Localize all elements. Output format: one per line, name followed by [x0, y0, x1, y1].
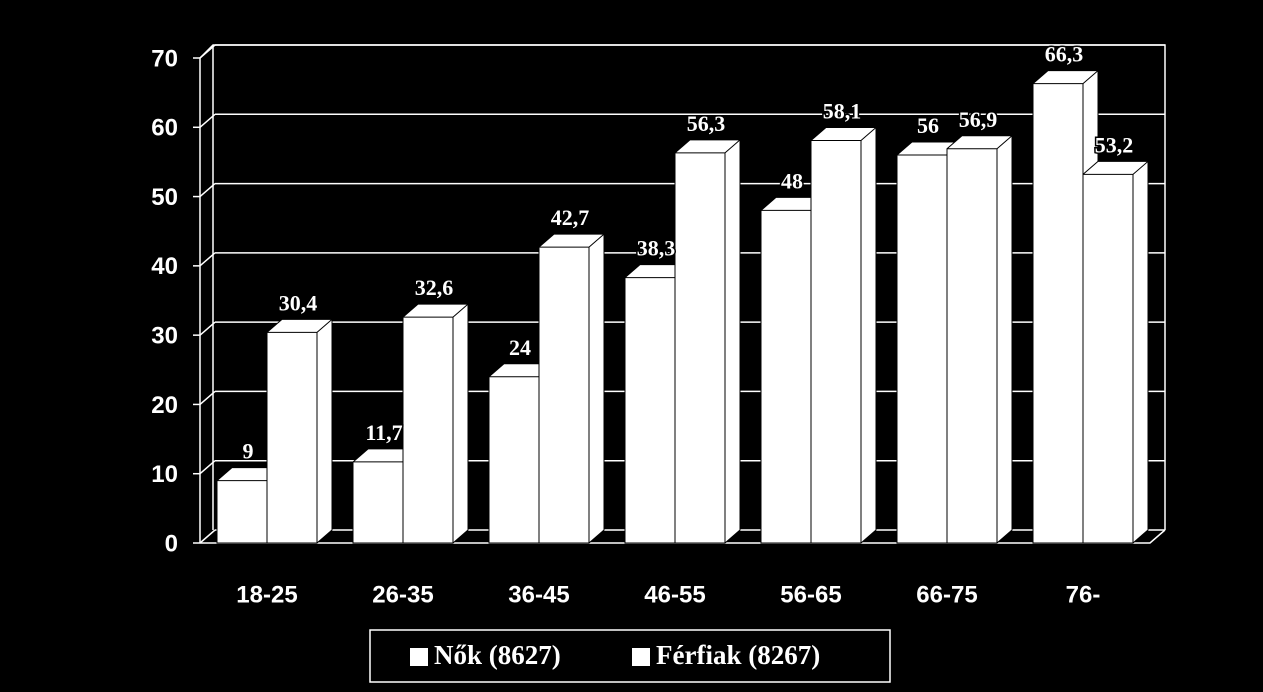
legend-swatch [410, 648, 428, 666]
x-tick-label: 56-65 [780, 581, 841, 608]
grid-line [199, 460, 216, 475]
data-label: 56,3 [687, 111, 726, 136]
data-label: 66,3 [1045, 42, 1084, 67]
grid-line [199, 44, 216, 59]
bar [1032, 70, 1099, 544]
y-tick-label: 0 [165, 530, 178, 557]
y-tick-label: 30 [151, 322, 178, 349]
y-tick-label: 40 [151, 253, 178, 280]
data-label: 11,7 [365, 420, 402, 445]
bar [810, 126, 877, 544]
bar [674, 139, 741, 544]
y-tick-label: 20 [151, 392, 178, 419]
x-tick-label: 46-55 [644, 581, 705, 608]
legend-label: Férfiak (8267) [656, 640, 820, 670]
bar [946, 135, 1013, 544]
legend-swatch [632, 648, 650, 666]
bar [538, 233, 605, 544]
y-tick-label: 70 [151, 45, 178, 72]
data-label: 32,6 [415, 275, 454, 300]
grid-line [199, 390, 216, 405]
x-tick-label: 76- [1066, 581, 1101, 608]
data-label: 38,3 [637, 236, 676, 261]
legend-box [369, 629, 891, 683]
data-label: 56 [917, 113, 939, 138]
grid-line [199, 321, 216, 336]
legend-label: Nők (8627) [434, 640, 561, 670]
grid-line [199, 252, 216, 267]
y-tick-label: 50 [151, 184, 178, 211]
data-label: 56,9 [959, 107, 998, 132]
x-tick-label: 66-75 [916, 581, 977, 608]
data-label: 42,7 [551, 205, 590, 230]
bar [402, 303, 469, 544]
x-tick-label: 36-45 [508, 581, 569, 608]
x-tick-label: 18-25 [236, 581, 297, 608]
y-tick-label: 60 [151, 115, 178, 142]
data-label: 53,2 [1095, 132, 1134, 157]
grid-line [199, 183, 216, 198]
data-label: 58,1 [823, 98, 862, 123]
x-tick-label: 26-35 [372, 581, 433, 608]
grid-line [199, 529, 216, 544]
data-label: 9 [243, 439, 254, 464]
data-label: 30,4 [279, 290, 318, 315]
bar [266, 318, 333, 544]
grid-line [199, 113, 216, 128]
y-tick-label: 10 [151, 461, 178, 488]
data-label: 24 [509, 335, 531, 360]
data-label: 48 [781, 168, 803, 193]
bar [1082, 160, 1149, 544]
